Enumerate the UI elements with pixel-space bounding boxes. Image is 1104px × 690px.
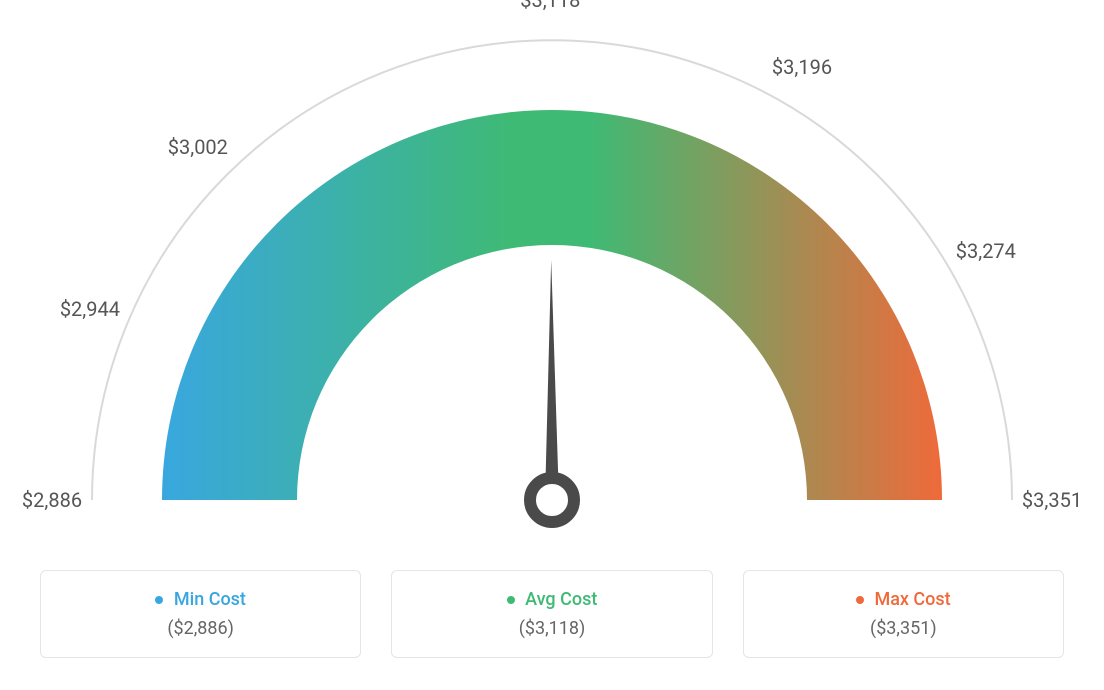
tick-label: $2,886 <box>22 488 82 512</box>
legend-max-value: ($3,351) <box>744 618 1063 639</box>
gauge-svg <box>0 0 1104 560</box>
legend-avg: Avg Cost ($3,118) <box>391 570 712 658</box>
legend-min-text: Min Cost <box>174 589 246 610</box>
gauge-container: $2,886 $2,944 $3,002 $3,118 $3,196 $3,274 $3,3… <box>0 0 1104 560</box>
legend-avg-label: Avg Cost <box>392 589 711 610</box>
tick-label: $3,002 <box>168 135 228 159</box>
dot-icon <box>155 596 163 604</box>
tick-label: $3,196 <box>772 55 832 79</box>
legend-min: Min Cost ($2,886) <box>40 570 361 658</box>
tick-label: $2,944 <box>60 297 120 321</box>
dot-icon <box>856 596 864 604</box>
legend-max-text: Max Cost <box>874 589 950 610</box>
legend-avg-text: Avg Cost <box>525 589 597 610</box>
legend-max-label: Max Cost <box>744 589 1063 610</box>
tick-label: $3,274 <box>956 239 1016 263</box>
legend-min-value: ($2,886) <box>41 618 360 639</box>
tick-label: $3,351 <box>1022 488 1082 512</box>
dot-icon <box>507 596 515 604</box>
legend-avg-value: ($3,118) <box>392 618 711 639</box>
legend-row: Min Cost ($2,886) Avg Cost ($3,118) Max … <box>0 570 1104 658</box>
legend-min-label: Min Cost <box>41 589 360 610</box>
tick-label: $3,118 <box>520 0 580 12</box>
legend-max: Max Cost ($3,351) <box>743 570 1064 658</box>
